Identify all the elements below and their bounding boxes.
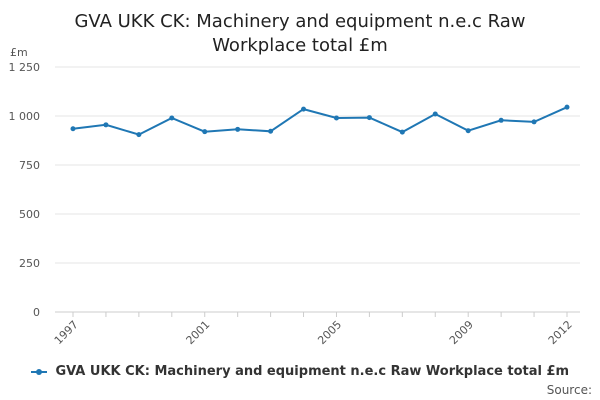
chart-title-line-2: Workplace total £m — [212, 35, 388, 56]
data-point[interactable] — [103, 122, 109, 128]
y-axis-ticks: £m 0 250 500 750 1 000 1 250 — [9, 46, 41, 319]
y-axis-label: £m — [10, 46, 28, 59]
chart-title: GVA UKK CK: Machinery and equipment n.e.… — [0, 10, 600, 58]
series-line — [72, 106, 568, 136]
y-tick-label: 1 000 — [9, 110, 41, 123]
data-point[interactable] — [399, 129, 405, 135]
data-point[interactable] — [465, 128, 471, 134]
data-point[interactable] — [169, 115, 175, 121]
x-tick-label: 2005 — [315, 318, 344, 347]
legend[interactable]: GVA UKK CK: Machinery and equipment n.e.… — [0, 364, 600, 379]
gridlines — [55, 66, 580, 313]
x-tick-label: 1997 — [52, 318, 81, 347]
source-label: Source: — [546, 383, 592, 397]
data-point[interactable] — [333, 115, 339, 121]
y-tick-label: 250 — [19, 257, 40, 270]
y-tick-label: 750 — [19, 159, 40, 172]
data-point[interactable] — [268, 128, 274, 134]
x-axis-ticks: 1997 2001 2005 2009 2012 — [52, 312, 575, 347]
series-group — [70, 104, 570, 138]
data-point[interactable] — [136, 132, 142, 138]
data-point[interactable] — [235, 126, 241, 132]
chart-title-line-1: GVA UKK CK: Machinery and equipment n.e.… — [74, 11, 526, 32]
y-tick-label: 0 — [33, 306, 40, 319]
data-point[interactable] — [531, 119, 537, 125]
x-tick-label: 2001 — [184, 318, 213, 347]
data-point[interactable] — [498, 117, 504, 123]
data-point[interactable] — [366, 115, 372, 121]
data-point[interactable] — [70, 126, 76, 132]
data-point[interactable] — [301, 106, 307, 112]
x-tick-label: 2009 — [447, 318, 476, 347]
legend-label: GVA UKK CK: Machinery and equipment n.e.… — [55, 364, 570, 379]
data-point[interactable] — [432, 111, 438, 117]
legend-swatch-icon — [30, 368, 47, 375]
data-point[interactable] — [202, 129, 208, 135]
y-tick-label: 1 250 — [9, 61, 41, 74]
y-tick-label: 500 — [19, 208, 40, 221]
data-point[interactable] — [564, 104, 570, 110]
x-tick-label: 2012 — [546, 318, 575, 347]
